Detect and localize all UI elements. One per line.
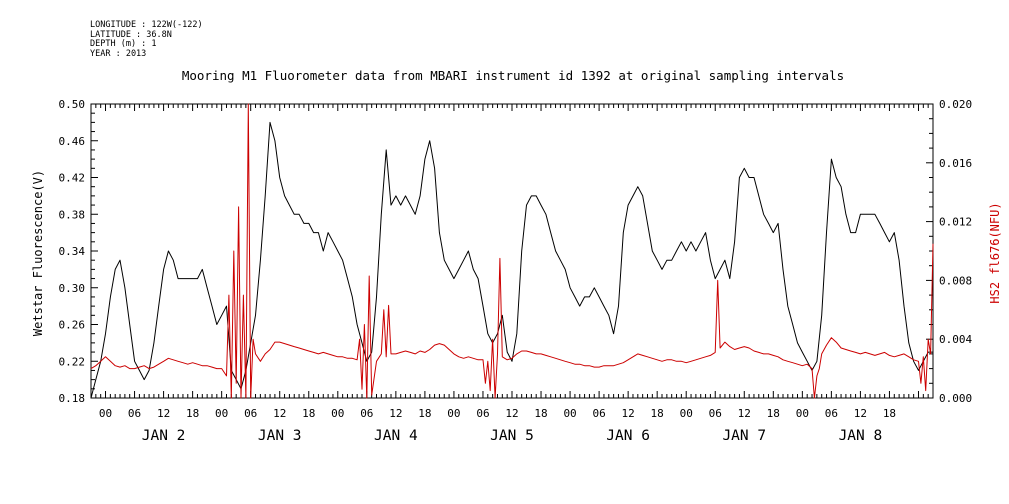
y-left-tick-label: 0.18 <box>59 392 86 405</box>
metadata-block: LONGITUDE : 122W(-122) LATITUDE : 36.8N … <box>90 20 203 59</box>
y-right-tick-label: 0.004 <box>939 333 972 346</box>
y-left-tick-label: 0.38 <box>59 208 86 221</box>
x-hour-tick-label: 00 <box>99 407 112 420</box>
x-hour-tick-label: 18 <box>418 407 431 420</box>
meta-longitude: LONGITUDE : 122W(-122) <box>90 20 203 30</box>
y-left-axis-label: Wetstar Fluorescence(V) <box>31 170 45 336</box>
x-hour-tick-label: 06 <box>825 407 838 420</box>
x-hour-tick-label: 06 <box>244 407 257 420</box>
y-right-tick-label: 0.012 <box>939 216 972 229</box>
x-hour-tick-label: 18 <box>883 407 896 420</box>
y-right-tick-label: 0.000 <box>939 392 972 405</box>
x-hour-tick-label: 00 <box>331 407 344 420</box>
x-hour-tick-label: 00 <box>563 407 576 420</box>
x-hour-tick-label: 00 <box>680 407 693 420</box>
x-day-label: JAN 8 <box>839 428 883 444</box>
x-hour-tick-label: 06 <box>128 407 141 420</box>
x-hour-tick-label: 00 <box>215 407 228 420</box>
x-hour-tick-label: 06 <box>592 407 605 420</box>
meta-depth: DEPTH (m) : 1 <box>90 39 157 49</box>
x-hour-tick-label: 06 <box>709 407 722 420</box>
y-right-tick-label: 0.016 <box>939 157 972 170</box>
y-left-tick-label: 0.50 <box>59 98 86 111</box>
y-left-tick-label: 0.34 <box>59 245 86 258</box>
y-right-tick-label: 0.020 <box>939 98 972 111</box>
y-left-tick-label: 0.42 <box>59 172 86 185</box>
x-day-label: JAN 6 <box>606 428 650 444</box>
y-left-tick-label: 0.30 <box>59 282 86 295</box>
y-left-tick-label: 0.26 <box>59 319 86 332</box>
x-hour-tick-label: 00 <box>796 407 809 420</box>
meta-latitude: LATITUDE : 36.8N <box>90 29 172 40</box>
x-hour-tick-label: 18 <box>767 407 780 420</box>
x-day-label: JAN 4 <box>374 428 418 444</box>
x-day-label: JAN 2 <box>142 428 186 444</box>
x-hour-tick-label: 12 <box>157 407 170 420</box>
x-hour-tick-label: 18 <box>186 407 199 420</box>
x-hour-tick-label: 12 <box>854 407 867 420</box>
plot-area-frame <box>90 103 934 399</box>
x-hour-tick-label: 06 <box>360 407 373 420</box>
x-day-label: JAN 5 <box>490 428 534 444</box>
x-hour-tick-label: 12 <box>273 407 286 420</box>
wetstar-fluorescence-series-line <box>90 121 933 399</box>
y-left-tick-label: 0.22 <box>59 355 86 368</box>
x-hour-tick-label: 12 <box>505 407 518 420</box>
y-left-tick-label: 0.46 <box>59 135 86 148</box>
x-day-label: JAN 7 <box>722 428 766 444</box>
x-day-label: JAN 3 <box>258 428 302 444</box>
y-right-tick-label: 0.008 <box>939 274 972 287</box>
x-hour-tick-label: 06 <box>476 407 489 420</box>
x-hour-tick-label: 12 <box>389 407 402 420</box>
hs2-fl676-series-line <box>90 103 934 399</box>
x-hour-tick-label: 00 <box>447 407 460 420</box>
y-right-axis-label: HS2 fl676(NFU) <box>988 202 1002 303</box>
x-hour-tick-label: 12 <box>622 407 635 420</box>
x-hour-tick-label: 18 <box>534 407 547 420</box>
x-hour-tick-label: 18 <box>302 407 315 420</box>
meta-year: YEAR : 2013 <box>90 48 147 59</box>
x-hour-tick-label: 18 <box>651 407 664 420</box>
chart-title: Mooring M1 Fluorometer data from MBARI i… <box>182 68 844 83</box>
x-hour-tick-label: 12 <box>738 407 751 420</box>
